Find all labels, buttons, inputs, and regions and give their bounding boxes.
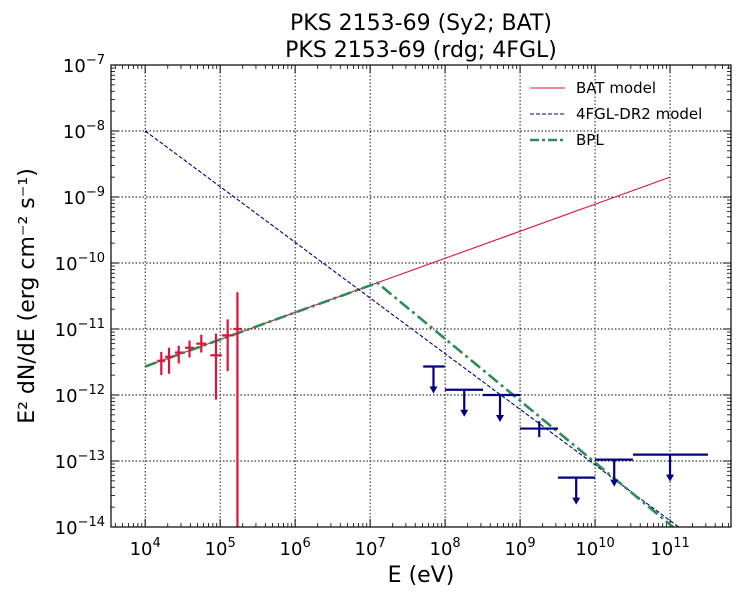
plot-frame <box>110 64 732 528</box>
y-tick-label: 10−13 <box>55 449 105 473</box>
fermi-data-point <box>557 476 596 505</box>
y-tick-label: 10−10 <box>55 251 105 275</box>
bat-data-point <box>175 345 183 364</box>
y-tick-base: 10 <box>55 320 78 341</box>
y-tick-exp: −9 <box>86 185 105 200</box>
fermi-data-point <box>632 453 708 482</box>
bat-data-point <box>185 340 194 358</box>
fermi-data-point <box>445 388 483 417</box>
y-tick-exp: −14 <box>78 515 105 530</box>
y-tick-base: 10 <box>63 56 86 77</box>
fermi-data-point <box>423 365 445 394</box>
x-tick-label: 106 <box>280 536 311 560</box>
x-tick-exp: 6 <box>302 536 310 551</box>
bat-data-point <box>165 347 174 374</box>
x-axis-label: E (eV) <box>388 563 455 588</box>
bat-data-point <box>221 319 234 372</box>
upper-limit-arrow-head <box>429 386 438 394</box>
y-tick-exp: −12 <box>78 383 105 398</box>
series-line-1 <box>144 130 679 527</box>
fermi-data-point <box>520 421 558 438</box>
x-tick-label: 105 <box>205 536 236 560</box>
major-ticks <box>111 64 731 528</box>
grid-lines <box>111 64 731 528</box>
bat-data-point <box>210 333 222 400</box>
x-tick-label: 104 <box>130 536 161 560</box>
series-line-2 <box>144 281 674 527</box>
y-tick-base: 10 <box>55 452 78 473</box>
upper-limit-arrow-head <box>610 479 619 487</box>
legend-label-0: BAT model <box>576 79 656 97</box>
fermi-data-point <box>595 458 633 487</box>
x-tick-base: 10 <box>130 539 153 560</box>
upper-limit-arrow-head <box>572 497 581 505</box>
x-tick-label: 1010 <box>575 536 614 560</box>
y-tick-exp: −13 <box>78 449 105 464</box>
upper-limit-arrow-head <box>666 474 675 482</box>
x-tick-base: 10 <box>280 539 303 560</box>
upper-limit-arrow-head <box>460 409 469 417</box>
upper-limit-arrow-head <box>496 415 505 422</box>
y-tick-base: 10 <box>63 122 86 143</box>
x-tick-labels: 104 105 106 107 108 109 1010 1011 <box>130 536 690 560</box>
x-tick-exp: 11 <box>673 536 690 551</box>
y-tick-base: 10 <box>55 254 78 275</box>
y-tick-exp: −8 <box>86 119 105 134</box>
y-tick-base: 10 <box>63 188 86 209</box>
legend-label-2: BPL <box>576 131 604 149</box>
bat-data-point <box>157 351 166 376</box>
x-tick-exp: 7 <box>377 536 385 551</box>
y-axis-label: E² dN/dE (erg cm⁻² s⁻¹) <box>15 168 40 424</box>
x-tick-base: 10 <box>355 539 378 560</box>
x-tick-exp: 4 <box>152 536 160 551</box>
x-tick-exp: 8 <box>452 536 460 551</box>
y-tick-label: 10−11 <box>55 317 105 341</box>
legend: BAT model 4FGL-DR2 model BPL <box>530 79 702 149</box>
y-tick-label: 10−8 <box>63 119 105 143</box>
y-tick-label: 10−14 <box>55 515 105 539</box>
y-tick-exp: −7 <box>86 53 105 68</box>
x-tick-base: 10 <box>504 539 527 560</box>
x-tick-label: 109 <box>504 536 535 560</box>
bat-data-point <box>196 334 207 353</box>
x-tick-base: 10 <box>430 539 453 560</box>
x-tick-label: 107 <box>355 536 386 560</box>
title-line-2: PKS 2153-69 (rdg; 4FGL) <box>285 38 557 63</box>
plot-area <box>144 130 708 527</box>
fermi-data-point <box>482 393 521 422</box>
x-tick-exp: 5 <box>227 536 235 551</box>
y-tick-exp: −10 <box>78 251 105 266</box>
x-tick-base: 10 <box>575 539 598 560</box>
y-tick-label: 10−12 <box>55 383 105 407</box>
x-tick-exp: 9 <box>527 536 535 551</box>
y-tick-exp: −11 <box>78 317 105 332</box>
y-tick-base: 10 <box>55 386 78 407</box>
x-tick-base: 10 <box>650 539 673 560</box>
series-line-0 <box>145 176 671 368</box>
x-tick-label: 1011 <box>650 536 689 560</box>
legend-label-1: 4FGL-DR2 model <box>576 105 702 123</box>
y-tick-base: 10 <box>55 518 78 539</box>
chart-title: PKS 2153-69 (Sy2; BAT) PKS 2153-69 (rdg;… <box>285 11 557 63</box>
bat-data-point <box>233 292 242 527</box>
x-tick-base: 10 <box>205 539 228 560</box>
y-tick-label: 10−7 <box>63 53 105 77</box>
y-tick-label: 10−9 <box>63 185 105 209</box>
x-tick-label: 108 <box>430 536 461 560</box>
minor-ticks <box>111 65 731 527</box>
x-tick-exp: 10 <box>598 536 615 551</box>
title-line-1: PKS 2153-69 (Sy2; BAT) <box>290 11 552 36</box>
